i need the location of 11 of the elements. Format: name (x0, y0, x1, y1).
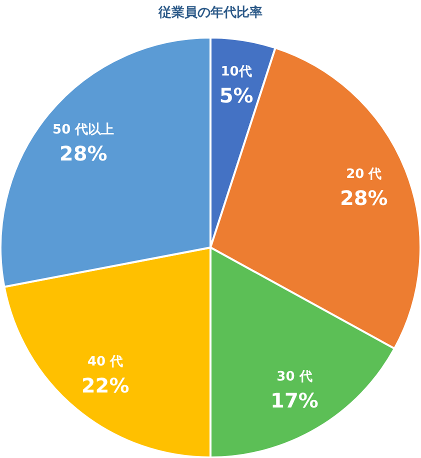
data-label: 5% (219, 84, 254, 108)
slice-label: 50 代以上 (52, 122, 114, 138)
chart-title: 従業員の年代比率 (158, 4, 262, 20)
data-label: 28% (340, 186, 388, 210)
slice-label: 10代 (220, 64, 252, 80)
slice-label: 30 代 (276, 370, 312, 385)
data-label: 17% (270, 388, 318, 413)
data-label: 28% (59, 141, 108, 166)
slice-label: 40 代 (88, 354, 124, 370)
slice-label: 20 代 (346, 166, 382, 182)
data-label: 22% (81, 374, 130, 398)
